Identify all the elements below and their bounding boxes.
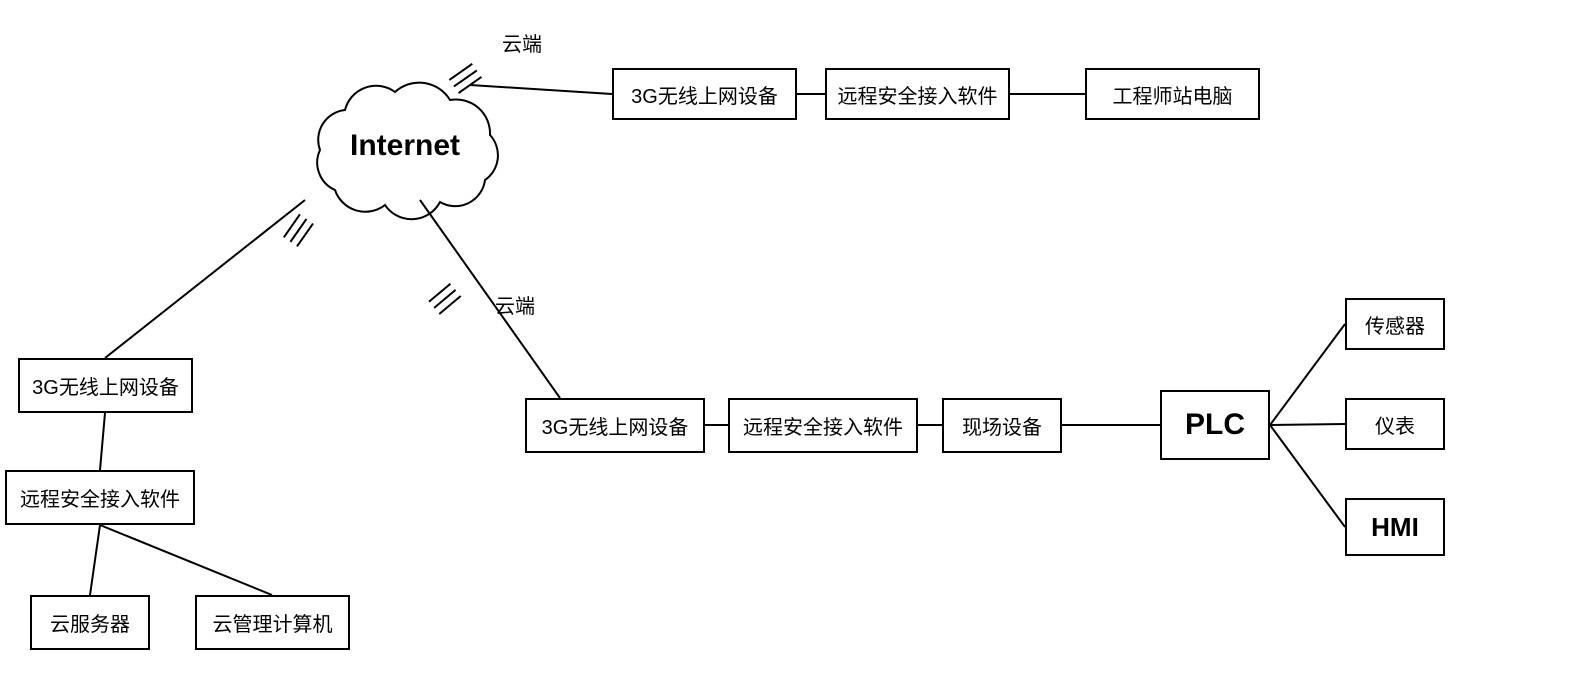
cloud-label-top: 云端 xyxy=(502,28,542,57)
node-label: 3G无线上网设备 xyxy=(542,411,689,440)
node-label: HMI xyxy=(1371,512,1419,543)
node-left_mgr: 云管理计算机 xyxy=(195,595,350,650)
node-mid_field: 现场设备 xyxy=(942,398,1062,453)
node-label: 远程安全接入软件 xyxy=(20,483,180,512)
antenna-icon xyxy=(449,64,481,93)
node-left_sw: 远程安全接入软件 xyxy=(5,470,195,525)
node-top_sw: 远程安全接入软件 xyxy=(825,68,1010,120)
internet-label: Internet xyxy=(350,129,460,162)
antenna-icon xyxy=(429,284,461,314)
node-left_3g: 3G无线上网设备 xyxy=(18,358,193,413)
node-hmi: HMI xyxy=(1345,498,1445,556)
node-label: PLC xyxy=(1185,408,1245,442)
node-label: 远程安全接入软件 xyxy=(838,80,998,109)
cloud-label-mid: 云端 xyxy=(495,290,535,319)
node-sensor: 传感器 xyxy=(1345,298,1445,350)
node-label: 3G无线上网设备 xyxy=(32,371,179,400)
node-left_srv: 云服务器 xyxy=(30,595,150,650)
node-label: 云管理计算机 xyxy=(213,608,333,637)
node-meter: 仪表 xyxy=(1345,398,1445,450)
antenna-icon xyxy=(284,214,313,246)
node-label: 传感器 xyxy=(1365,310,1425,339)
node-label: 云服务器 xyxy=(50,608,130,637)
node-plc: PLC xyxy=(1160,390,1270,460)
node-label: 3G无线上网设备 xyxy=(631,80,778,109)
node-label: 现场设备 xyxy=(962,411,1042,440)
node-top_3g: 3G无线上网设备 xyxy=(612,68,797,120)
internet-cloud xyxy=(317,83,498,220)
node-label: 仪表 xyxy=(1375,410,1415,439)
node-label: 工程师站电脑 xyxy=(1113,80,1233,109)
node-top_pc: 工程师站电脑 xyxy=(1085,68,1260,120)
node-mid_3g: 3G无线上网设备 xyxy=(525,398,705,453)
node-label: 远程安全接入软件 xyxy=(743,411,903,440)
node-mid_sw: 远程安全接入软件 xyxy=(728,398,918,453)
